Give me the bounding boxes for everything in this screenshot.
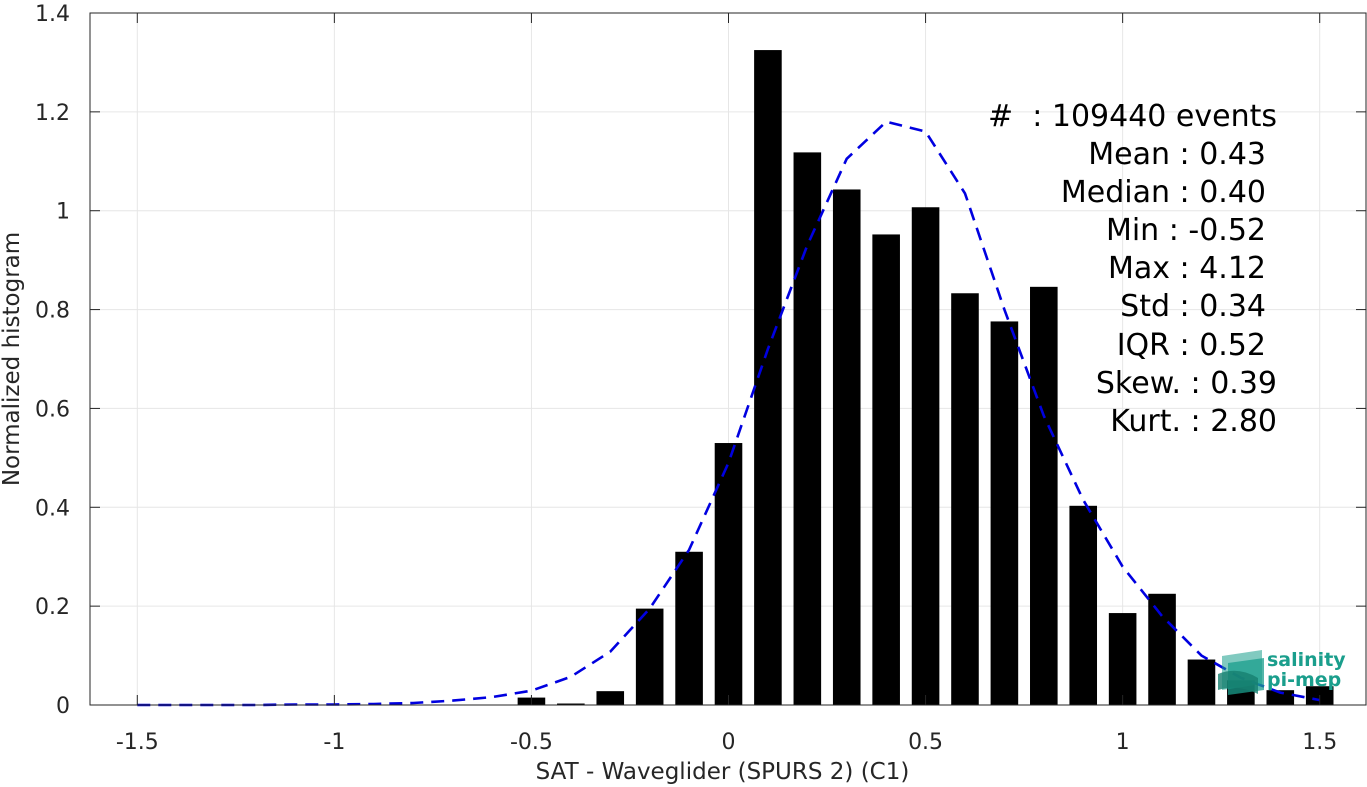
y-tick-label: 0.6 (35, 397, 70, 422)
histogram-bar (1069, 505, 1098, 705)
stats-box: # : 109440 events Mean : 0.43 Median : 0… (988, 99, 1277, 439)
histogram-bar (596, 691, 625, 705)
histogram-bar (793, 152, 822, 706)
histogram-bar (557, 703, 585, 705)
histogram-bar (872, 234, 900, 705)
y-tick-label: 1 (56, 200, 70, 225)
salinity-pi-mep-logo: salinity pi-mep (1218, 649, 1346, 695)
grid (90, 12, 1367, 706)
stat-iqr: IQR : 0.52 (1117, 328, 1266, 363)
x-tick-label: -1 (323, 730, 345, 755)
x-tick-labels: -1.5 -1 -0.5 0 0.5 1 1.5 (116, 730, 1337, 755)
x-axis-label: SAT - Waveglider (SPURS 2) (C1) (536, 759, 910, 785)
x-tick-label: 1.5 (1302, 730, 1337, 755)
histogram-bar (990, 321, 1019, 705)
y-tick-label: 0.8 (35, 299, 70, 324)
histogram-bar (1187, 659, 1216, 705)
stat-skew: Skew. : 0.39 (1096, 366, 1277, 401)
logo-text-pi-mep: pi-mep (1267, 669, 1341, 691)
y-tick-label: 1.2 (35, 101, 70, 126)
y-tick-label: 0.2 (35, 595, 70, 620)
y-axis-label: Normalized histogram (0, 232, 25, 486)
ticks (90, 12, 1366, 706)
y-tick-label: 0.4 (35, 496, 70, 521)
histogram-bar (1266, 690, 1295, 705)
histogram-bar (832, 189, 861, 705)
histogram-bar (635, 608, 664, 705)
logo-text-salinity: salinity (1267, 649, 1346, 671)
y-tick-label: 1.4 (35, 2, 70, 27)
histogram-bar (951, 293, 979, 705)
stat-std: Std : 0.34 (1120, 289, 1266, 324)
histogram-bar (675, 551, 703, 705)
stat-kurt: Kurt. : 2.80 (1110, 404, 1277, 439)
logo-wave-icon (1218, 650, 1264, 695)
stat-max: Max : 4.12 (1108, 251, 1266, 286)
x-tick-label: 0.5 (908, 730, 943, 755)
x-tick-label: -0.5 (510, 730, 553, 755)
histogram-bar (1108, 613, 1137, 705)
histogram-bar (1148, 593, 1176, 705)
x-tick-label: 0 (722, 730, 736, 755)
stat-median: Median : 0.40 (1061, 175, 1266, 210)
histogram-bar (714, 443, 743, 705)
y-tick-label: 0 (56, 694, 70, 719)
histogram-bar (1030, 286, 1058, 705)
histogram-bar (911, 207, 940, 706)
stat-mean: Mean : 0.43 (1088, 137, 1266, 172)
bars (517, 50, 1334, 706)
x-tick-label: 1 (1116, 730, 1130, 755)
x-tick-label: -1.5 (116, 730, 159, 755)
stat-events: # : 109440 events (988, 99, 1277, 134)
stat-min: Min : -0.52 (1106, 213, 1266, 248)
y-tick-labels: 0 0.2 0.4 0.6 0.8 1 1.2 1.4 (35, 2, 70, 719)
